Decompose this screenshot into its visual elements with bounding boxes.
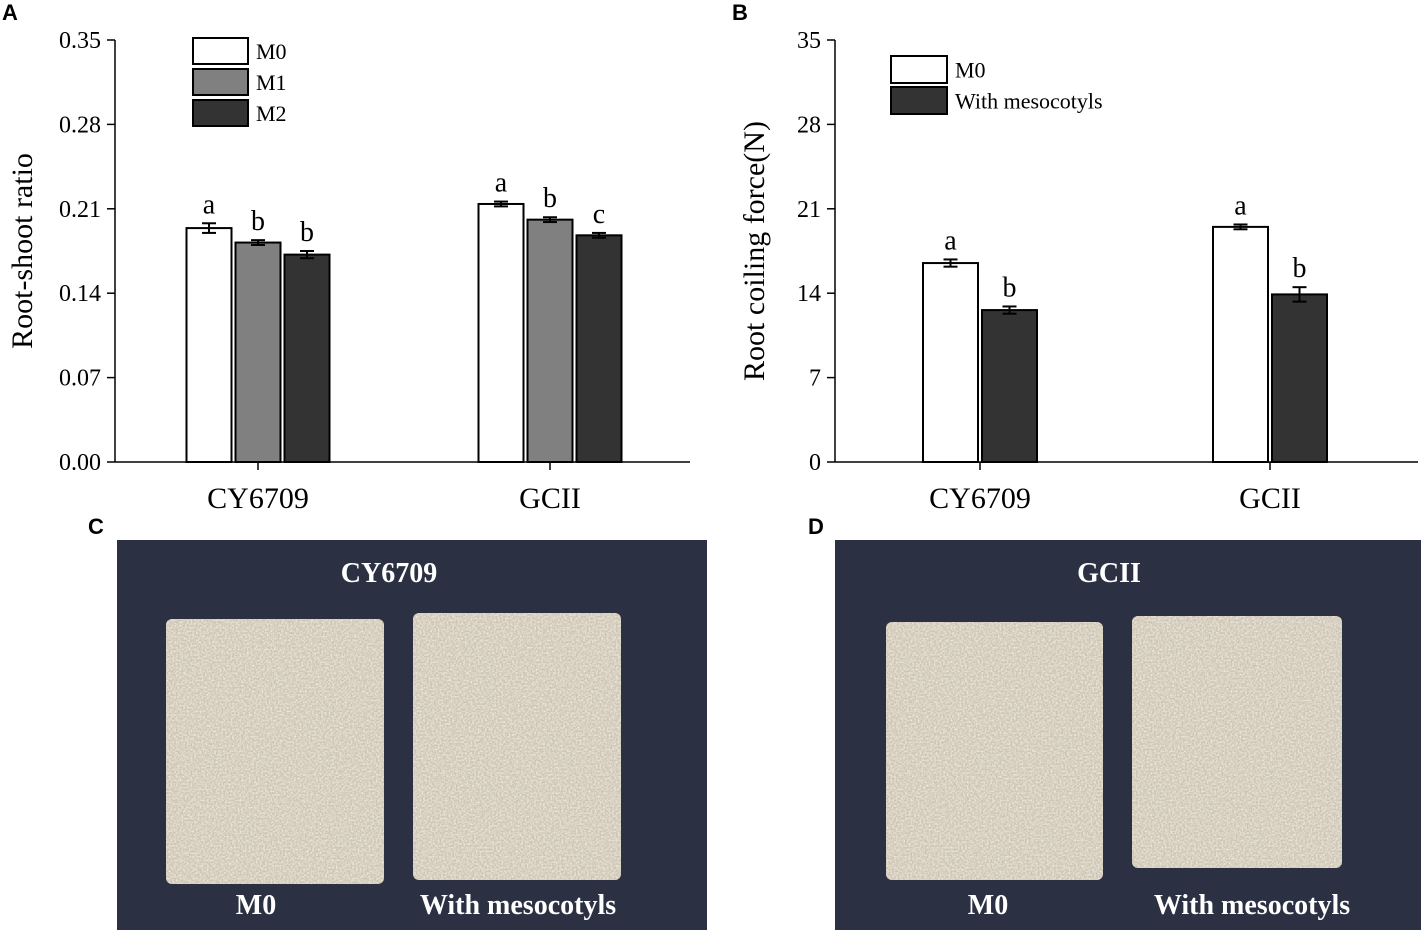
y-tick-label: 0.28: [59, 112, 101, 138]
y-tick-label: 21: [797, 197, 821, 223]
legend-label: With mesocotyls: [955, 89, 1103, 114]
significance-letter: a: [944, 225, 957, 256]
photo-label-m0: M0: [968, 890, 1008, 921]
significance-letter: b: [1003, 272, 1017, 303]
photo-label-with-mesocotyls: With mesocotyls: [1154, 890, 1350, 921]
panel-c-photo: C CY6709 M0 With mesocotyls: [88, 514, 707, 930]
legend-label: M0: [256, 39, 287, 64]
significance-letter: b: [251, 206, 265, 237]
bar: [185, 227, 233, 463]
y-axis: 0 7 14 21 28 35: [797, 28, 836, 476]
root-mat-left: [166, 619, 384, 884]
significance-letter: a: [1234, 190, 1247, 221]
panel-letter-b: B: [732, 0, 748, 25]
bar: [526, 218, 574, 463]
legend-swatch: [192, 37, 249, 65]
panel-letter-c: C: [88, 514, 104, 539]
legend-swatch: [192, 99, 249, 127]
y-tick-label: 0.07: [59, 366, 101, 392]
y-tick-label: 0.21: [59, 197, 101, 223]
significance-letter: a: [495, 168, 508, 199]
significance-letter: c: [593, 199, 605, 230]
x-axis: CY6709 GCII: [835, 461, 1418, 515]
y-tick-label: 0: [809, 450, 821, 476]
photo-title: GCII: [1077, 558, 1141, 589]
y-tick-label: 0.14: [59, 281, 101, 307]
root-mat-left: [886, 622, 1103, 880]
panel-b-chart: B 0 7 14 21 28 35 CY6709 GCII a b a b M0 With meso…: [732, 0, 1418, 515]
legend-swatch: [890, 86, 948, 115]
bar: [981, 309, 1038, 463]
legend: M0 M1 M2: [192, 37, 287, 127]
bar: [1271, 293, 1328, 463]
bars: a b b a b c: [185, 168, 623, 463]
photo-label-with-mesocotyls: With mesocotyls: [420, 890, 616, 921]
x-tick-label: GCII: [1239, 482, 1301, 515]
y-axis: 0.00 0.07 0.14 0.21 0.28 0.35: [59, 28, 116, 476]
root-mat-right: [1132, 616, 1342, 868]
y-tick-label: 0.35: [59, 28, 101, 54]
significance-letter: b: [1293, 253, 1307, 284]
y-tick-label: 7: [809, 366, 821, 392]
bars: a b a b: [922, 190, 1328, 463]
x-tick-label: CY6709: [207, 482, 309, 515]
photo-title: CY6709: [341, 558, 437, 589]
panel-d-photo: D GCII M0 With mesocotyls: [808, 514, 1421, 930]
y-tick-label: 0.00: [59, 450, 101, 476]
significance-letter: b: [300, 217, 314, 248]
bar: [283, 253, 331, 463]
x-axis: CY6709 GCII: [115, 461, 690, 515]
y-tick-label: 14: [797, 281, 821, 307]
panel-letter-a: A: [2, 0, 18, 25]
legend: M0 With mesocotyls: [890, 55, 1103, 115]
bar: [477, 202, 525, 463]
bar: [922, 262, 979, 463]
significance-letter: b: [543, 183, 557, 214]
bar: [234, 241, 282, 463]
x-tick-label: CY6709: [929, 482, 1031, 515]
y-tick-label: 35: [797, 28, 821, 54]
root-mat-right: [413, 613, 621, 880]
legend-label: M0: [955, 58, 986, 83]
legend-swatch: [192, 68, 249, 96]
y-tick-label: 28: [797, 112, 821, 138]
panel-letter-d: D: [808, 514, 824, 539]
legend-swatch: [890, 55, 948, 84]
x-tick-label: GCII: [519, 482, 581, 515]
y-axis-title: Root-shoot ratio: [6, 153, 39, 349]
y-axis-title: Root coiling force(N): [738, 121, 771, 381]
legend-label: M2: [256, 101, 287, 126]
bar: [1212, 225, 1269, 463]
photo-label-m0: M0: [236, 890, 276, 921]
panel-a-chart: A 0.00 0.07 0.14 0.21 0.28 0.35 CY6709 GCII a b…: [2, 0, 690, 515]
legend-label: M1: [256, 70, 287, 95]
significance-letter: a: [203, 189, 216, 220]
bar: [575, 234, 623, 463]
